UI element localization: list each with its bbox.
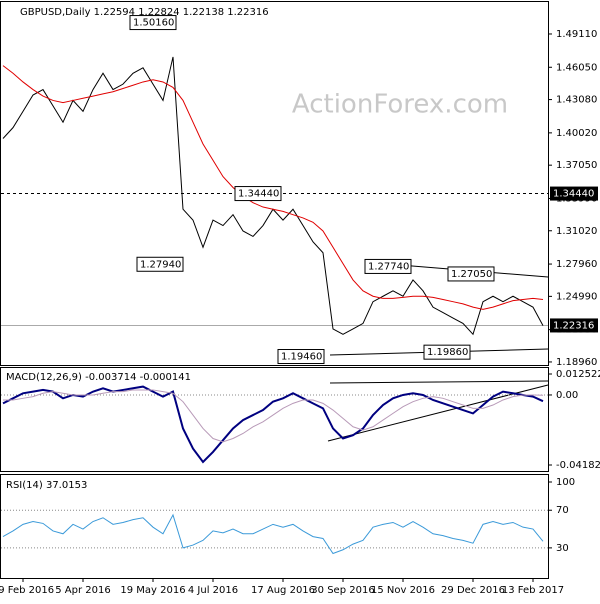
x-tick-label: 30 Sep 2016 [311,585,374,596]
level-box [550,186,598,201]
series-line [2,513,544,555]
trend-line [327,384,549,442]
y-tick-label: -0.041823 [556,460,600,471]
price-panel [0,1,549,366]
y-tick-label: 1.18960 [556,357,597,368]
series-line [2,385,544,464]
annotation-label: 1.34440 [238,189,279,200]
annotation-box [129,15,177,31]
x-tick-label: 19 Feb 2016 [0,585,54,596]
watermark: ActionForex.com [292,90,508,120]
y-tick-label: 30 [556,543,569,554]
panels [0,1,549,579]
y-tick-label: 1.24990 [556,291,597,302]
annotation-box [234,186,282,202]
x-tick-label: 17 Aug 2016 [251,585,315,596]
trend-line [329,380,549,384]
rsi-title: RSI(14) 37.0153 [6,480,87,491]
annotation: 1.27940 [136,256,184,272]
annotation-box [447,266,495,282]
level-label: 1.34440 [553,189,594,200]
last-price-box [550,318,598,333]
x-tick-label: 29 Dec 2016 [441,585,505,596]
annotation-label: 1.27940 [140,259,181,270]
x-tick-label: 5 Apr 2016 [55,585,110,596]
rsi-panel [0,474,549,579]
y-tick-label: 1.40020 [556,128,597,139]
annotation: 1.27050 [447,266,495,282]
x-tick-label: 4 Jul 2016 [188,585,238,596]
y-tick-label: 0.00 [556,390,578,401]
y-tick-label: 1.37050 [556,160,597,171]
y-tick-label: 1.43080 [556,95,597,106]
y-tick-label: 100 [556,477,575,488]
annotation: 1.19860 [423,344,471,360]
y-tick-label: 70 [556,505,569,516]
annotation-label: 1.19860 [427,347,468,358]
annotation: 1.50160 [129,15,177,31]
annotation-box [423,344,471,360]
annotation-label: 1.27740 [368,261,409,272]
annotation-box [364,258,412,274]
series-line [2,65,544,310]
y-tick-label: 1.46050 [556,62,597,73]
series-line [3,389,544,443]
x-tick-label: 19 May 2016 [120,585,185,596]
macd-title: MACD(12,26,9) -0.003714 -0.000141 [6,372,191,383]
y-tick-label: 1.49110 [556,29,597,40]
y-tick-label: 0.012522 [556,369,600,380]
macd-panel [0,367,549,472]
annotation: 1.19460 [277,349,325,365]
annotation-label: 1.19460 [281,352,322,363]
y-tick-label: 1.31020 [556,226,597,237]
last-price-label: 1.22316 [553,320,594,331]
chart-title: GBPUSD,Daily 1.22594 1.22824 1.22138 1.2… [20,7,269,18]
y-tick-label: 1.27960 [556,259,597,270]
x-tick-label: 15 Nov 2016 [371,585,435,596]
annotation-box [277,349,325,365]
annotation-label: 1.50160 [133,18,174,29]
annotation: 1.27740 [364,258,412,274]
annotation: 1.34440 [234,186,282,202]
annotation-label: 1.27050 [451,269,492,280]
x-tick-label: 13 Feb 2017 [502,585,564,596]
annotation-box [136,256,184,272]
